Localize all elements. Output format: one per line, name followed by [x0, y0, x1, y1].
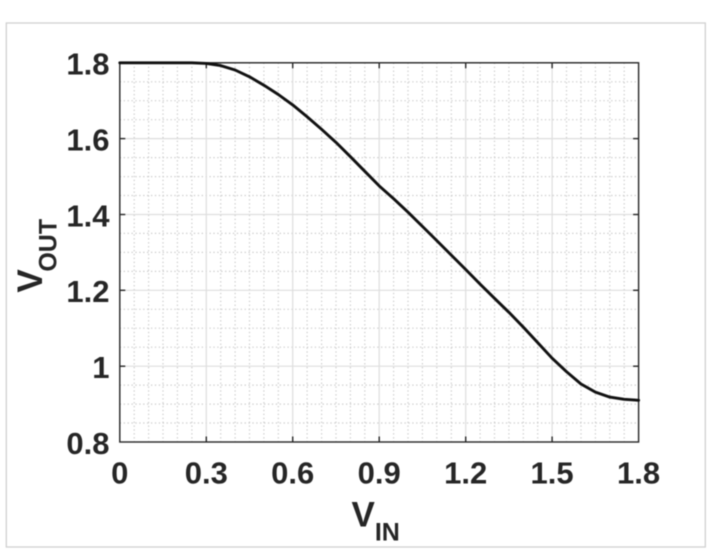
svg-text:0.8: 0.8 [66, 426, 109, 461]
svg-text:1.5: 1.5 [531, 455, 574, 490]
svg-text:1.8: 1.8 [617, 455, 660, 490]
svg-text:1: 1 [92, 350, 109, 385]
svg-text:1.2: 1.2 [66, 274, 109, 309]
svg-text:1.6: 1.6 [66, 123, 109, 158]
svg-text:0: 0 [111, 455, 128, 490]
svg-text:0.9: 0.9 [358, 455, 401, 490]
svg-text:0.6: 0.6 [271, 455, 314, 490]
svg-text:1.4: 1.4 [66, 198, 110, 233]
svg-text:1.2: 1.2 [444, 455, 487, 490]
svg-text:1.8: 1.8 [66, 47, 109, 82]
svg-text:0.3: 0.3 [185, 455, 228, 490]
